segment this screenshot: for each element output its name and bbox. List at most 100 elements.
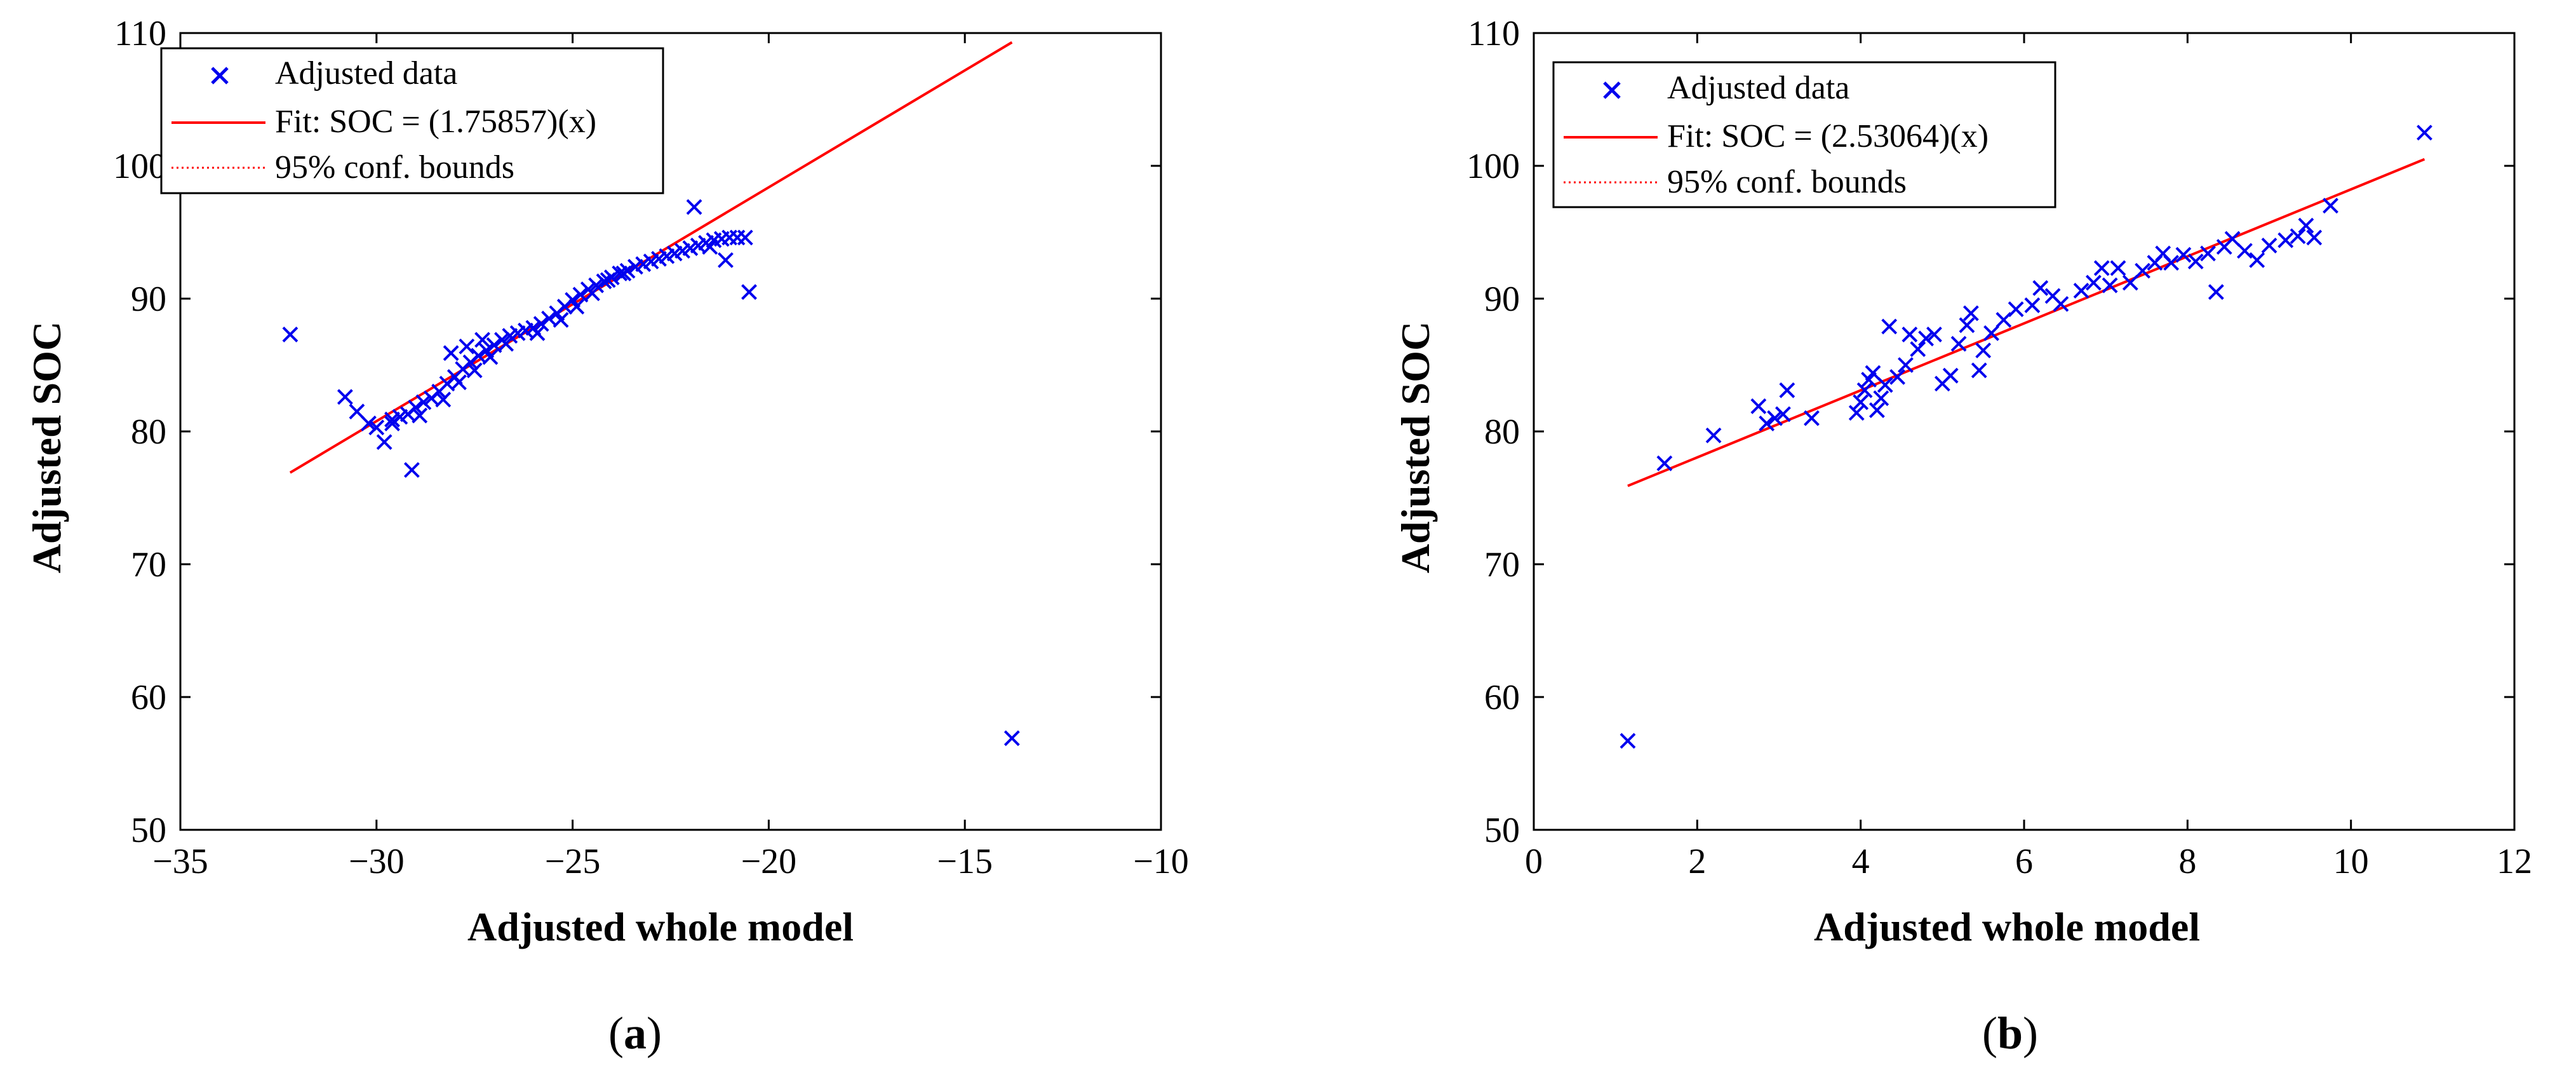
data-point bbox=[737, 229, 753, 246]
y-tick-label: 60 bbox=[1484, 678, 1520, 717]
data-point bbox=[1983, 325, 1999, 341]
x-tick-label: 2 bbox=[1688, 842, 1706, 881]
data-point bbox=[2298, 217, 2314, 234]
data-point bbox=[1910, 341, 1926, 357]
data-point bbox=[337, 389, 353, 405]
data-point bbox=[1975, 342, 1992, 358]
data-point bbox=[408, 399, 424, 416]
y-tick-label: 80 bbox=[131, 412, 166, 452]
data-point bbox=[435, 391, 452, 408]
data-point bbox=[1779, 382, 1795, 398]
data-point bbox=[2224, 231, 2241, 247]
data-point bbox=[1950, 335, 1967, 352]
data-point bbox=[2187, 254, 2204, 269]
data-point bbox=[2053, 295, 2069, 312]
data-point bbox=[361, 416, 377, 431]
data-point bbox=[443, 345, 459, 362]
data-point bbox=[533, 316, 549, 332]
data-point bbox=[1003, 730, 1020, 747]
legend-box-a bbox=[160, 47, 664, 194]
data-point bbox=[553, 312, 569, 328]
data-point bbox=[1856, 382, 1873, 398]
data-point bbox=[2135, 262, 2150, 279]
y-tick-label: 50 bbox=[1484, 811, 1520, 850]
data-point bbox=[482, 349, 499, 365]
data-point bbox=[588, 277, 605, 294]
y-tick-marks-a bbox=[180, 32, 1161, 831]
data-point bbox=[1873, 390, 1889, 407]
data-point bbox=[1962, 305, 1979, 322]
data-point bbox=[2249, 252, 2265, 268]
data-point bbox=[702, 239, 718, 255]
x-tick-marks-b bbox=[1533, 33, 2516, 830]
legend-a: Adjusted data Fit: SOC = (1.75857)(x) 95… bbox=[160, 47, 664, 194]
data-point bbox=[498, 335, 514, 352]
data-point bbox=[2417, 125, 2432, 141]
x-tick-label: 8 bbox=[2178, 842, 2196, 881]
data-point bbox=[2102, 277, 2118, 294]
legend-entry-data-b: Adjusted data bbox=[1667, 70, 1849, 106]
y-tick-label: 80 bbox=[1484, 412, 1520, 452]
data-point bbox=[1750, 398, 1767, 414]
legend-b: Adjusted data Fit: SOC = (2.53064)(x) 95… bbox=[1552, 61, 2056, 208]
y-tick-labels-b: 50 60 70 80 90 100 110 bbox=[1466, 14, 1520, 850]
data-point bbox=[1848, 405, 1865, 421]
data-point bbox=[2163, 255, 2180, 271]
data-point bbox=[1971, 362, 1987, 379]
data-point bbox=[403, 462, 420, 478]
data-point bbox=[1898, 357, 1914, 373]
data-point bbox=[1902, 327, 1918, 342]
panel-label-b: (b) bbox=[1982, 1008, 2038, 1059]
data-point bbox=[415, 394, 432, 410]
data-point bbox=[1759, 416, 1775, 431]
data-point bbox=[615, 265, 632, 281]
data-point bbox=[1853, 394, 1869, 410]
data-point bbox=[2261, 237, 2277, 254]
data-point bbox=[474, 332, 490, 348]
x-tick-labels-a: −35 −30 −25 −20 −15 −10 bbox=[152, 842, 1189, 881]
data-point bbox=[1865, 365, 1881, 381]
data-point bbox=[568, 299, 585, 315]
data-point bbox=[596, 273, 612, 290]
data-point bbox=[1775, 406, 1791, 423]
y-tick-label: 50 bbox=[131, 811, 166, 850]
chart-panel-a: −35 −30 −25 −20 −15 −10 50 60 70 80 90 100 110 Adju… bbox=[24, 14, 1189, 1059]
data-point bbox=[349, 403, 365, 420]
data-point bbox=[2093, 260, 2110, 276]
y-tick-label: 110 bbox=[114, 14, 166, 53]
data-point bbox=[459, 338, 475, 355]
legend-box-b bbox=[1552, 61, 2056, 208]
data-point bbox=[2122, 274, 2138, 291]
y-tick-label: 70 bbox=[1484, 545, 1520, 585]
data-point bbox=[384, 416, 400, 431]
data-point bbox=[1804, 410, 1820, 426]
data-point bbox=[376, 434, 392, 450]
data-point bbox=[2024, 297, 2041, 313]
y-tick-label: 110 bbox=[1468, 14, 1520, 53]
data-point bbox=[2236, 243, 2253, 259]
data-point bbox=[2200, 245, 2216, 262]
legend-entry-bounds-a: 95% conf. bounds bbox=[275, 149, 514, 186]
y-tick-label: 60 bbox=[131, 678, 166, 717]
data-point bbox=[1918, 330, 1935, 347]
data-point bbox=[2277, 232, 2294, 248]
x-axis-title-b: Adjusted whole model bbox=[1814, 904, 2200, 949]
data-point bbox=[2175, 247, 2192, 263]
panel-letter-b: b bbox=[1997, 1008, 2023, 1059]
legend-entry-bounds-b: 95% conf. bounds bbox=[1667, 164, 1907, 200]
data-point bbox=[1926, 327, 1942, 342]
data-point bbox=[2208, 284, 2224, 300]
x-tick-label: 4 bbox=[1852, 842, 1870, 881]
x-tick-labels-b: 0 2 4 6 8 10 12 bbox=[1525, 842, 2532, 881]
data-point bbox=[2306, 229, 2323, 246]
data-point bbox=[2008, 301, 2024, 318]
data-point bbox=[1868, 402, 1885, 418]
y-tick-label: 90 bbox=[1484, 280, 1520, 319]
y-tick-label: 90 bbox=[131, 280, 166, 319]
data-point bbox=[1942, 367, 1959, 384]
data-point bbox=[368, 419, 385, 436]
data-point bbox=[2032, 280, 2049, 296]
legend-data-marker-a bbox=[211, 67, 229, 85]
y-tick-marks-b bbox=[1534, 32, 2514, 831]
